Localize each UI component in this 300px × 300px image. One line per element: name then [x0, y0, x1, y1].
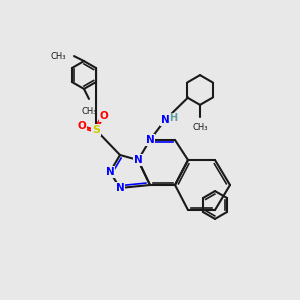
Text: N: N [106, 167, 114, 177]
Text: N: N [116, 183, 124, 193]
Text: O: O [100, 111, 108, 121]
Text: S: S [92, 125, 100, 135]
Text: CH₃: CH₃ [81, 107, 97, 116]
Text: CH₃: CH₃ [50, 52, 66, 61]
Text: H: H [169, 113, 177, 123]
Text: CH₃: CH₃ [192, 123, 208, 132]
Text: N: N [160, 115, 169, 125]
Text: N: N [146, 135, 154, 145]
Text: O: O [78, 121, 86, 131]
Text: N: N [134, 155, 142, 165]
